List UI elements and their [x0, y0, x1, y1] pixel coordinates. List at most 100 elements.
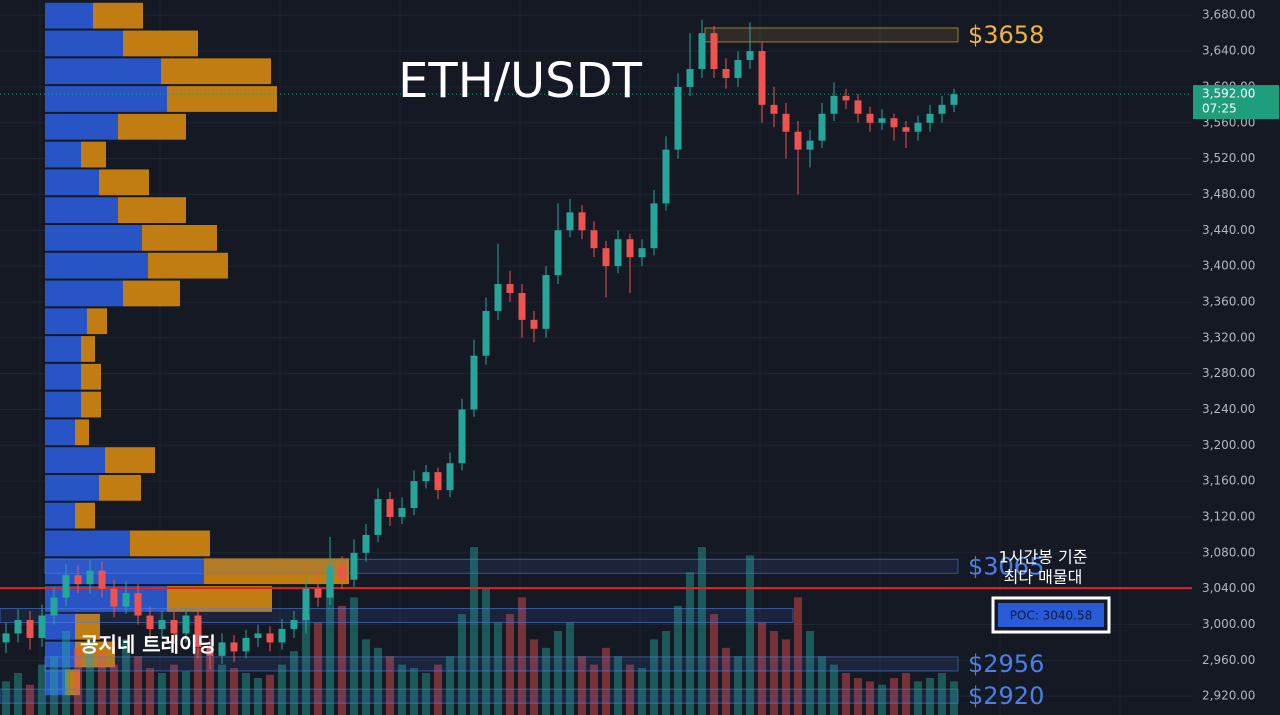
volume-bar [830, 664, 838, 715]
profile-buy [45, 474, 99, 501]
poc-box [998, 603, 1104, 627]
y-tick-label: 3,440.00 [1202, 223, 1255, 237]
volume-bar [110, 664, 118, 715]
candle-body [218, 642, 226, 656]
volume-bar [638, 667, 646, 715]
volume-bar [338, 605, 346, 715]
candle-body [398, 508, 406, 517]
volume-bar [398, 664, 406, 715]
y-tick-label: 3,160.00 [1202, 474, 1255, 488]
volume-bar [158, 673, 166, 715]
volume-bar [914, 681, 922, 715]
candle-body [158, 620, 166, 629]
candle-body [794, 131, 802, 150]
volume-bar [206, 656, 214, 715]
volume-bar [266, 674, 274, 715]
candle-body [758, 51, 766, 105]
candle-body [410, 481, 418, 509]
profile-sell [167, 86, 277, 112]
candle-body [374, 499, 382, 535]
candle-body [878, 118, 886, 123]
candle-body [638, 248, 646, 258]
y-tick-label: 3,040.00 [1202, 581, 1255, 595]
level-label: $2956 [968, 650, 1044, 678]
candle-body [38, 615, 46, 638]
volume-bar [842, 673, 850, 715]
profile-sell [81, 363, 101, 390]
candle-body [146, 615, 154, 629]
volume-bar [650, 639, 658, 715]
profile-buy [45, 447, 105, 473]
volume-bar [146, 667, 154, 715]
volume-bar [374, 647, 382, 715]
volume-bar [62, 631, 70, 715]
volume-bar [350, 597, 358, 715]
candle-body [890, 118, 898, 128]
volume-bar [494, 622, 502, 715]
poc-frame [991, 596, 1111, 634]
volume-bar [434, 664, 442, 715]
level-zone [44, 656, 959, 672]
candle-body [386, 499, 394, 517]
chart-title: ETH/USDT [398, 53, 642, 109]
volume-bar [938, 673, 946, 715]
y-tick-label: 3,400.00 [1202, 259, 1255, 273]
y-tick-label: 3,640.00 [1202, 44, 1255, 58]
profile-buy [45, 252, 148, 279]
candle-body [206, 646, 214, 656]
profile-sell [123, 280, 180, 307]
volume-bar [38, 664, 46, 715]
candle-body [722, 68, 730, 78]
profile-sell [161, 58, 271, 85]
candle-body [326, 566, 334, 598]
profile-sell [81, 336, 95, 362]
candle-body [818, 113, 826, 141]
candle-body [242, 637, 250, 652]
candle-body [566, 212, 574, 231]
volume-bar [386, 656, 394, 715]
profile-sell [93, 2, 143, 29]
profile-buy [45, 30, 123, 57]
level-zone [704, 27, 959, 43]
profile-buy [45, 141, 81, 168]
profile-sell [75, 419, 89, 446]
volume-bar [770, 631, 778, 715]
price-axis [1192, 0, 1280, 715]
y-tick-label: 3,480.00 [1202, 187, 1255, 201]
level-zone [44, 558, 959, 574]
volume-bar [290, 651, 298, 715]
volume-bar [242, 673, 250, 715]
profile-buy [45, 197, 118, 223]
candle-body [938, 104, 946, 114]
candle-body [122, 593, 130, 607]
profile-buy [45, 169, 99, 196]
y-tick-label: 3,520.00 [1202, 151, 1255, 165]
level-zone [0, 608, 794, 624]
candle-body [914, 122, 922, 132]
volume-bar [134, 656, 142, 715]
profile-sell [142, 224, 217, 251]
candle-body [650, 203, 658, 249]
candle-body [14, 620, 22, 634]
volume-bar [746, 555, 754, 715]
candle-body [350, 552, 358, 580]
countdown: 07:25 [1202, 102, 1237, 116]
candle-body [98, 570, 106, 589]
candle-body [662, 149, 670, 204]
volume-bar [170, 664, 178, 715]
candle-body [782, 113, 790, 132]
profile-sell [118, 113, 186, 140]
volume-bar [902, 673, 910, 715]
volume-bar [122, 639, 130, 715]
candle-body [854, 100, 862, 114]
candle-body [170, 620, 178, 634]
profile-sell [123, 30, 198, 57]
volume-bar [14, 673, 22, 715]
y-tick-label: 3,080.00 [1202, 545, 1255, 559]
volume-bar [866, 681, 874, 715]
candle-body [434, 472, 442, 491]
candle-body [590, 230, 598, 249]
candle-body [74, 575, 82, 585]
volume-bar [278, 664, 286, 715]
